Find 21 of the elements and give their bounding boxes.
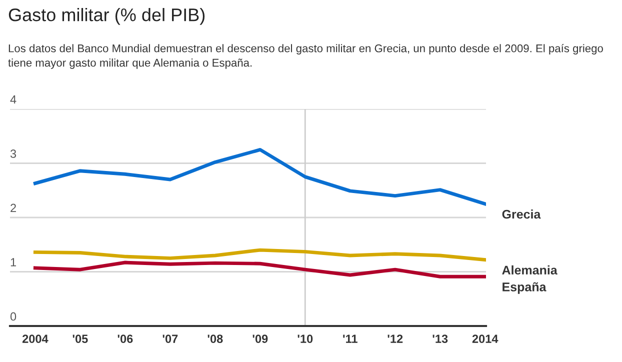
x-tick-label: '09 [252,334,268,344]
series-label: Alemania [502,265,558,275]
x-tick-label: '07 [162,334,178,344]
x-tick-label: '13 [432,334,448,344]
x-tick-label: 2014 [472,334,498,344]
chart-subtitle: Los datos del Banco Mundial demuestran el descenso del gasto militar en Grecia, un punto desde el 2009. El país griego tiene mayor gasto militar que Alemania o España. [8,44,603,69]
series-label: Grecia [502,209,541,219]
chart-title: Gasto militar (% del PIB) [8,8,205,25]
x-tick-label: '06 [118,334,133,344]
x-tick-label: '11 [343,334,358,343]
y-tick-label: 0 [10,312,16,321]
y-tick-label: 2 [10,204,16,212]
x-tick-label: '08 [208,334,223,344]
x-tick-label: '10 [298,334,313,344]
y-tick-label: 1 [10,258,16,266]
series-label: España [502,282,546,294]
x-tick-label: '12 [388,334,403,343]
y-tick-label: 3 [10,150,16,158]
x-tick-label: '05 [72,334,88,344]
x-tick-label: 2004 [22,334,48,344]
y-tick-label: 4 [10,95,16,104]
